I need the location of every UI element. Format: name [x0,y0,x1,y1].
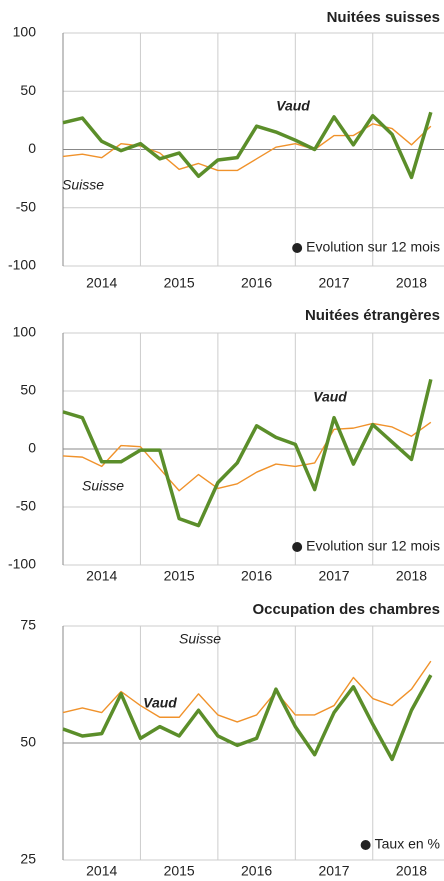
x-tick-label: 2014 [86,568,117,584]
x-tick-label: 2018 [396,568,427,584]
line-vaud [62,674,433,762]
chart-title: Occupation des chambres [252,601,440,618]
x-tick-label: 2017 [318,568,349,584]
y-tick-label: 25 [20,851,36,867]
chart-title: Nuitées suisses [327,9,440,26]
x-tick-label: 2015 [164,863,195,879]
series-label: Suisse [82,478,124,494]
line-suisse [62,660,432,723]
note: Evolution sur 12 mois [306,239,440,255]
chart-title: Nuitées étrangères [305,307,440,324]
note-bullet [360,840,371,850]
x-tick-label: 2014 [86,863,117,879]
note-bullet [292,243,303,253]
y-tick-label: 50 [20,734,36,750]
y-tick-label: 50 [20,382,36,398]
x-tick-label: 2016 [241,568,272,584]
series-label: Suisse [62,177,104,193]
note-bullet [292,542,303,552]
x-tick-label: 2016 [241,863,272,879]
x-tick-label: 2014 [86,275,117,291]
y-tick-label: -50 [16,198,36,214]
y-tick-label: 100 [13,324,37,340]
series-label: Vaud [143,695,177,711]
line-vaud [62,111,433,180]
y-tick-label: -100 [8,257,36,273]
note: Evolution sur 12 mois [306,538,440,554]
x-tick-label: 2017 [318,863,349,879]
y-tick-label: 0 [28,140,36,156]
series-label: Vaud [313,389,347,405]
x-tick-label: 2018 [396,863,427,879]
note: Taux en % [375,836,440,852]
x-tick-label: 2017 [318,275,349,291]
x-tick-label: 2018 [396,275,427,291]
y-tick-label: -100 [8,556,36,572]
x-tick-label: 2015 [164,568,195,584]
line-suisse [62,123,432,172]
series-label: Suisse [179,631,221,647]
y-tick-label: 0 [28,440,36,456]
y-tick-label: 100 [13,24,37,40]
x-tick-label: 2015 [164,275,195,291]
line-suisse [62,421,432,492]
y-tick-label: 50 [20,82,36,98]
y-tick-label: 75 [20,617,36,633]
line-vaud [62,378,433,528]
series-label: Vaud [276,98,310,114]
x-tick-label: 2016 [241,275,272,291]
y-tick-label: -50 [16,498,36,514]
